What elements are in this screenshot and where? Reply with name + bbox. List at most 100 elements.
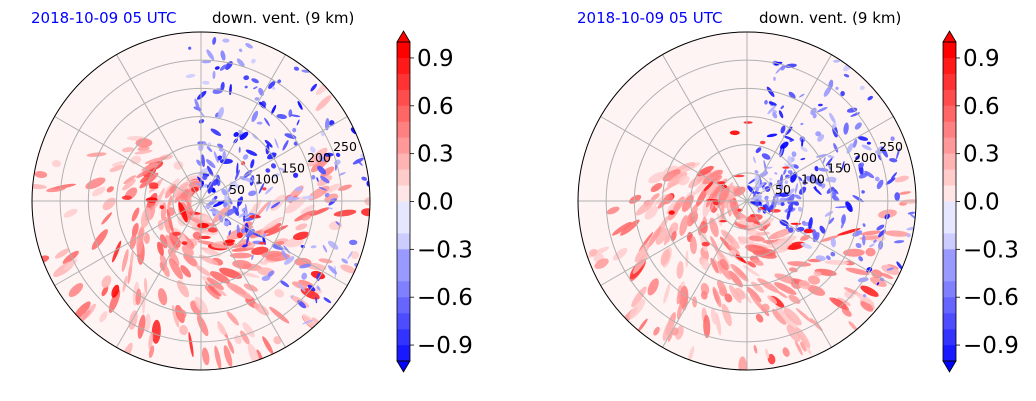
- colorbar-tick-label: −0.3: [963, 237, 1019, 263]
- positive-cell: [841, 308, 852, 317]
- strong-positive-cell: [759, 140, 766, 145]
- positive-cell: [721, 303, 732, 327]
- positive-cell: [717, 186, 730, 206]
- negative-cell: [276, 113, 287, 120]
- positive-cell: [700, 290, 708, 300]
- negative-cell: [328, 198, 337, 206]
- negative-cell: [864, 170, 875, 179]
- positive-cell: [86, 152, 107, 157]
- negative-cell: [787, 170, 793, 175]
- strong-positive-cell: [224, 239, 236, 243]
- negative-cell: [322, 244, 328, 253]
- negative-cell: [316, 272, 321, 282]
- positive-cell: [705, 181, 718, 196]
- radial-tick-label: 250: [333, 139, 357, 154]
- positive-cell: [121, 147, 134, 153]
- polar-panel-right: 2018-10-09 05 UTC down. vent. (9 km) 50 1…: [577, 9, 1019, 373]
- negative-cell: [869, 243, 875, 248]
- negative-cell: [265, 168, 271, 173]
- strong-positive-cell: [199, 235, 211, 240]
- negative-cell: [259, 101, 266, 109]
- colorbar-level: [397, 281, 410, 298]
- positive-cell: [721, 229, 740, 249]
- negative-cell: [196, 159, 202, 167]
- negative-cell: [338, 172, 346, 176]
- positive-cell: [148, 331, 154, 350]
- positive-cell: [716, 213, 723, 227]
- negative-cell: [808, 217, 813, 230]
- positive-cell: [295, 223, 308, 231]
- negative-cell: [858, 256, 864, 262]
- positive-cell: [158, 199, 163, 210]
- positive-cell: [308, 147, 328, 167]
- positive-cell: [176, 280, 190, 298]
- strong-positive-cell: [729, 130, 740, 136]
- positive-cell: [179, 325, 188, 336]
- positive-cell: [788, 267, 798, 273]
- negative-cell: [206, 146, 213, 152]
- positive-cell: [63, 208, 78, 218]
- positive-cell: [824, 260, 850, 265]
- positive-cell: [660, 249, 671, 266]
- negative-cell: [788, 204, 794, 212]
- positive-cell: [664, 234, 671, 244]
- negative-cell: [780, 202, 785, 207]
- negative-cell: [238, 48, 243, 52]
- negative-cell: [202, 174, 208, 180]
- negative-cell: [852, 138, 858, 148]
- positive-cell: [350, 251, 360, 260]
- negative-cell: [752, 156, 756, 164]
- negative-cell: [210, 128, 222, 136]
- negative-cell: [783, 135, 795, 141]
- negative-cell: [255, 180, 261, 185]
- positive-cell: [226, 282, 246, 295]
- negative-cell: [222, 38, 230, 43]
- grid-spoke: [746, 116, 894, 202]
- positive-cell: [676, 291, 681, 305]
- positive-cell: [361, 208, 370, 217]
- colorbar-level: [943, 169, 956, 186]
- negative-cell: [224, 208, 236, 217]
- negative-cell: [787, 188, 795, 196]
- positive-cell: [180, 265, 192, 278]
- colorbar-level: [943, 121, 956, 138]
- negative-cell: [859, 85, 865, 91]
- negative-cell: [290, 295, 294, 299]
- negative-cell: [790, 171, 798, 183]
- negative-cell: [298, 283, 306, 292]
- colorbar-level: [943, 137, 956, 154]
- positive-cell: [767, 353, 776, 365]
- colorbar-level: [397, 73, 410, 91]
- panel-time-title: 2018-10-09 05 UTC: [577, 9, 723, 27]
- negative-cell: [264, 186, 274, 195]
- positive-cell: [121, 248, 129, 272]
- positive-cell: [122, 179, 136, 191]
- positive-cell: [781, 240, 790, 250]
- negative-cell: [792, 164, 799, 169]
- positive-cell: [300, 204, 315, 214]
- negative-cell: [786, 210, 791, 220]
- positive-cell: [136, 168, 151, 179]
- negative-cell: [241, 244, 248, 248]
- positive-cell: [773, 282, 797, 295]
- positive-cell: [655, 227, 668, 245]
- negative-cell: [785, 225, 790, 230]
- positive-cell: [159, 262, 165, 271]
- negative-cell: [310, 83, 318, 92]
- negative-cell: [761, 153, 771, 160]
- positive-cell: [748, 235, 765, 242]
- colorbar-tick-label: −0.9: [963, 333, 1019, 359]
- positive-cell: [638, 232, 654, 252]
- positive-cell: [667, 331, 673, 343]
- negative-cell: [206, 165, 214, 177]
- negative-cell: [219, 64, 227, 71]
- positive-cell: [217, 322, 227, 336]
- negative-cell: [826, 186, 835, 194]
- colorbar-extend-low: [396, 360, 411, 373]
- positive-cell: [112, 240, 122, 263]
- positive-cell: [860, 301, 874, 312]
- negative-cell: [205, 159, 216, 169]
- positive-cell: [860, 230, 882, 236]
- positive-cell: [134, 149, 153, 155]
- positive-cell: [634, 242, 650, 263]
